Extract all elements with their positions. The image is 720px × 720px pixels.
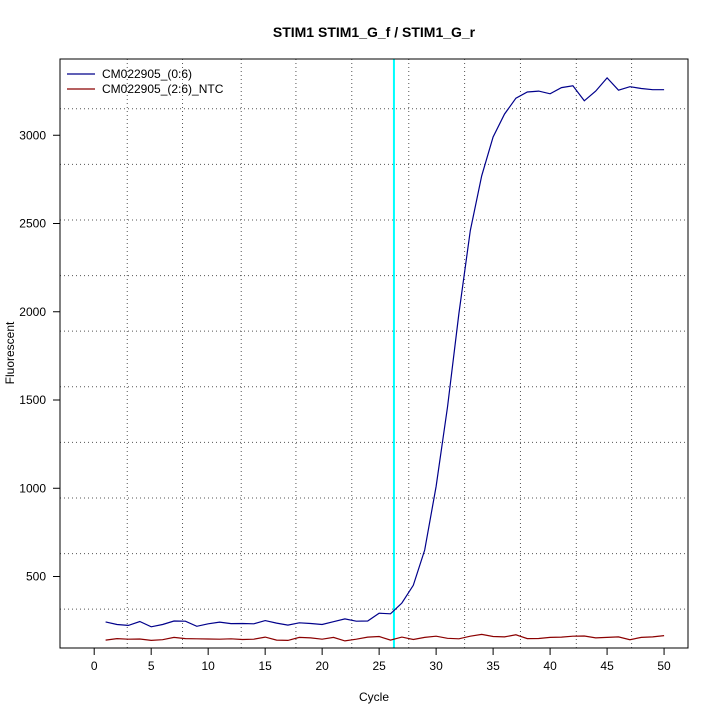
x-tick-label: 20 [315,659,329,673]
x-tick-label: 35 [486,659,500,673]
y-tick-label: 2000 [19,305,46,319]
x-tick-label: 50 [657,659,671,673]
series-line-1 [105,77,665,628]
y-tick-label: 3000 [19,128,46,142]
plot-frame [59,58,689,649]
x-tick-label: 15 [258,659,272,673]
y-axis: 500 1000 1500 2000 2500 3000 [19,128,60,584]
y-axis-label: Fluorescent [3,321,17,384]
legend-label-2: CM022905_(2:6)_NTC [102,82,224,96]
x-tick-label: 30 [429,659,443,673]
y-tick-label: 2500 [19,217,46,231]
x-tick-label: 5 [148,659,155,673]
legend: CM022905_(0:6)CM022905_(2:6)_NTC [67,67,224,96]
x-tick-label: 25 [372,659,386,673]
x-tick-label: 45 [600,659,614,673]
x-tick-label: 40 [543,659,557,673]
x-tick-label: 10 [201,659,215,673]
grid [60,59,688,648]
series-lines [105,77,665,642]
y-tick-label: 1500 [19,393,46,407]
y-tick-label: 1000 [19,481,46,495]
series-line-2 [105,633,665,642]
x-axis: 0 5 10 15 20 25 30 35 40 45 50 [91,648,671,673]
legend-label-1: CM022905_(0:6) [102,67,192,81]
chart-title: STIM1 STIM1_G_f / STIM1_G_r [273,24,476,40]
x-axis-label: Cycle [359,690,389,704]
x-tick-label: 0 [91,659,98,673]
y-tick-label: 500 [26,570,46,584]
